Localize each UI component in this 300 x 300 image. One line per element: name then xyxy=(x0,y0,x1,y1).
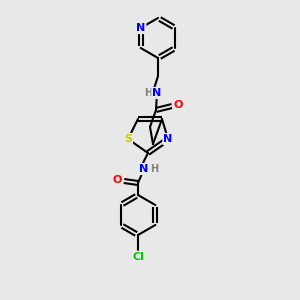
Text: N: N xyxy=(140,164,148,174)
Text: H: H xyxy=(150,164,158,174)
Text: O: O xyxy=(173,100,183,110)
Text: N: N xyxy=(152,88,162,98)
Text: H: H xyxy=(144,88,152,98)
Text: S: S xyxy=(124,134,132,144)
Text: N: N xyxy=(164,134,172,144)
Text: N: N xyxy=(136,23,145,33)
Text: Cl: Cl xyxy=(132,252,144,262)
Text: O: O xyxy=(112,175,122,185)
